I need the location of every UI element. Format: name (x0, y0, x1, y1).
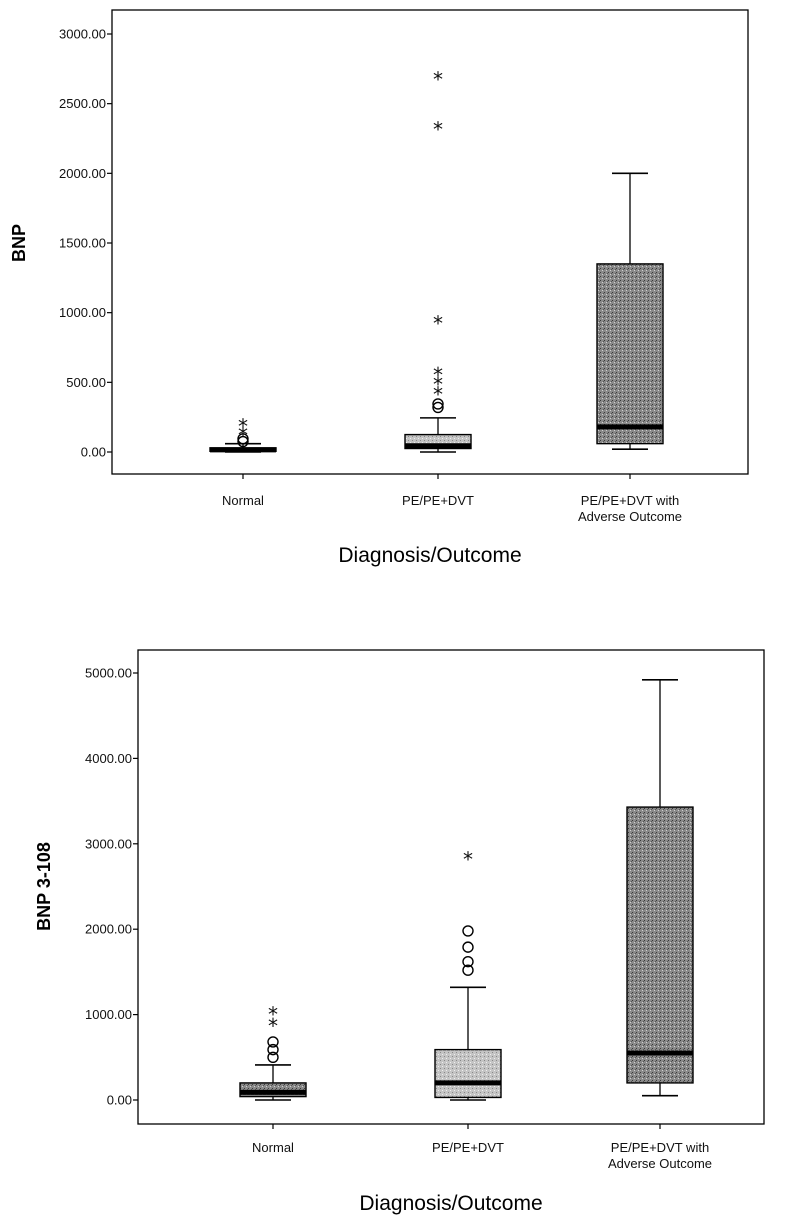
outlier-star: * (433, 68, 443, 92)
y-axis-label: BNP (9, 224, 29, 262)
x-tick-label: Normal (252, 1140, 294, 1155)
outlier-star: * (268, 1014, 278, 1038)
outlier-star: * (238, 415, 248, 439)
iqr-box (434, 1048, 502, 1099)
outlier-circle (462, 941, 474, 953)
x-tick-label: PE/PE+DVT (432, 1140, 504, 1155)
outlier-circle (267, 1036, 279, 1048)
box-2: PE/PE+DVT * (432, 847, 504, 1155)
y-tick-label: 1500.00 (59, 236, 106, 251)
plot-frame (111, 9, 749, 475)
outlier-star: * (238, 423, 248, 447)
y-tick-label: 1000.00 (59, 305, 106, 320)
outlier-circle (432, 401, 444, 414)
y-tick-label: 500.00 (66, 375, 106, 390)
y-tick-label: 3000.00 (85, 836, 132, 851)
y-tick-label: 2500.00 (59, 96, 106, 111)
outlier-circle (462, 955, 474, 968)
outlier-star: * (433, 118, 443, 142)
x-tick-label: Adverse Outcome (578, 509, 682, 524)
outlier-circle (267, 1043, 279, 1056)
outlier-circle (267, 1051, 279, 1064)
box-1: Normal ** (209, 415, 277, 508)
x-tick-label: Adverse Outcome (608, 1156, 712, 1171)
plot-frame (137, 649, 765, 1125)
y-tick-label: 2000.00 (59, 166, 106, 181)
outlier-star: * (433, 363, 443, 387)
y-tick-label: 4000.00 (85, 751, 132, 766)
y-tick-label: 0.00 (107, 1093, 132, 1108)
box-2: PE/PE+DVT****** (402, 68, 474, 508)
outlier-circle (237, 435, 249, 448)
box-1: Normal ** (239, 1003, 307, 1155)
y-tick-label: 5000.00 (85, 666, 132, 681)
boxplot-panel-2: 0.00 1000.00 2000.00 3000.00 4000.00 5000.00 B… (34, 649, 765, 1215)
outlier-star: * (463, 847, 473, 871)
outlier-star: * (433, 373, 443, 397)
boxplot-panel-1: 0.00 500.00 1000.00 1500.00 2000.00 2500.00 30… (9, 9, 749, 567)
y-tick-label: 1000.00 (85, 1007, 132, 1022)
x-tick-label: PE/PE+DVT (402, 493, 474, 508)
y-tick-label: 0.00 (81, 445, 106, 460)
outlier-circle (237, 433, 249, 445)
iqr-box (626, 806, 694, 1084)
y-tick-label: 2000.00 (85, 922, 132, 937)
x-tick-label: PE/PE+DVT with (581, 493, 679, 508)
outlier-star: * (433, 382, 443, 406)
outlier-circle (462, 925, 474, 937)
outlier-star: * (433, 311, 443, 335)
x-axis-label: Diagnosis/Outcome (359, 1192, 542, 1215)
y-tick-label: 3000.00 (59, 27, 106, 42)
x-tick-label: Normal (222, 493, 264, 508)
outlier-circle (432, 398, 444, 410)
x-axis-label: Diagnosis/Outcome (338, 544, 521, 567)
outlier-star: * (268, 1003, 278, 1027)
y-axis-label: BNP 3-108 (34, 842, 54, 931)
outlier-circle (462, 964, 474, 976)
x-tick-label: PE/PE+DVT with (611, 1140, 709, 1155)
iqr-box (596, 263, 664, 445)
